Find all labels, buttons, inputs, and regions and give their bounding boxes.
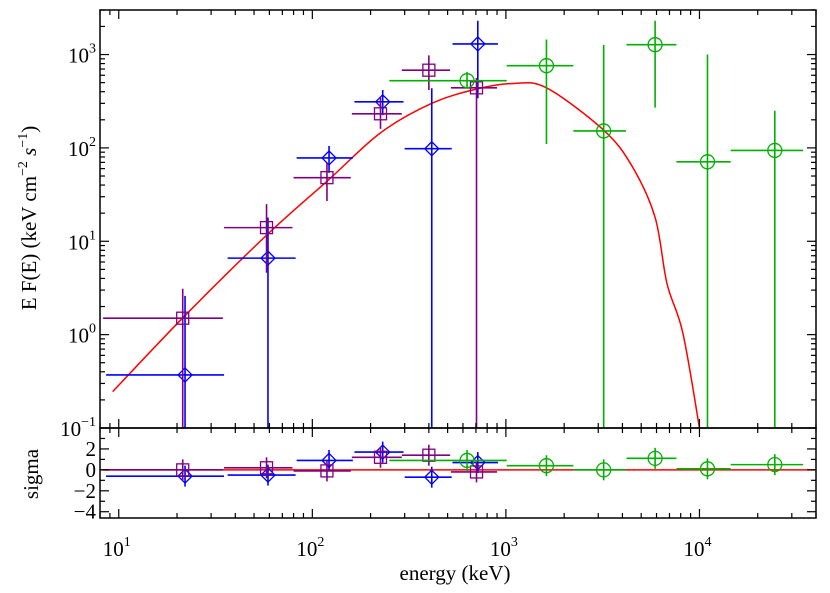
y-label-exp2: −1	[16, 133, 31, 148]
residual-tick-label: −4	[74, 500, 97, 524]
detector-2-point-3-residual-marker	[320, 464, 334, 478]
y-tick-label: 101	[68, 228, 96, 254]
detector-1-point-1-residual-marker	[177, 468, 193, 485]
detector-2-point-3-marker	[320, 171, 334, 185]
x-tick-label: 104	[683, 535, 711, 561]
x-axis-label: energy (keV)	[400, 561, 511, 585]
model-curve	[112, 81, 701, 428]
y-tick-label-exponent: 1	[89, 228, 96, 243]
x-tick-label-exponent: 2	[317, 535, 324, 550]
detector-1-point-3-marker	[321, 150, 337, 166]
detector-3-point-1-residual-marker	[459, 452, 475, 469]
y-label-pre: E F(E) (keV cm	[17, 176, 41, 310]
x-tick-label-base: 10	[683, 537, 704, 561]
x-tick-label-exponent: 1	[124, 535, 131, 550]
y-tick-label: 10−1	[60, 415, 96, 441]
y-tick-label-base: 10	[60, 417, 81, 441]
x-tick-label-base: 10	[296, 537, 317, 561]
detector-3-point-5-residual-marker	[699, 461, 716, 477]
detector-3-point-6-residual-marker	[767, 456, 783, 473]
y-tick-label: 100	[68, 322, 96, 348]
detector-2-point-1-residual-marker	[176, 463, 190, 477]
residual-y-axis-label: sigma	[19, 448, 43, 499]
x-tick-label: 101	[103, 535, 131, 561]
detector-1-point-5-residual-marker	[423, 469, 440, 486]
detector-2-point-4-residual-marker	[373, 450, 388, 464]
y-tick-label-base: 10	[68, 44, 89, 68]
y-tick-label-exponent: 0	[89, 322, 96, 337]
detector-3-point-4-marker	[647, 37, 663, 53]
x-tick-label: 102	[296, 535, 324, 561]
detector-3-point-3-residual-marker	[596, 462, 612, 478]
detector-3-point-2-marker	[538, 58, 555, 74]
y-tick-label: 102	[68, 135, 96, 161]
x-tick-label: 103	[490, 535, 518, 561]
main-panel	[103, 20, 804, 428]
residual-tick-label: 0	[86, 458, 97, 482]
axes	[99, 9, 817, 519]
residual-panel	[100, 441, 816, 488]
detector-2-point-6-residual-marker	[469, 465, 484, 479]
detector-1-point-1-marker	[177, 367, 193, 383]
y-tick-label-base: 10	[68, 230, 89, 254]
y-label-post: )	[17, 126, 41, 133]
detector-1-point-4-residual-marker	[374, 444, 391, 460]
detector-2-point-1-marker	[176, 311, 190, 325]
detector-1-point-3-residual-marker	[321, 452, 337, 469]
residual-frame	[99, 427, 817, 519]
y-axis-label: E F(E) (keV cm−2 s−1)	[16, 126, 41, 311]
detector-3-point-1-marker	[459, 73, 475, 89]
detector-3-point-5-marker	[699, 154, 716, 170]
detector-2-point-5-marker	[422, 63, 436, 77]
detector-3-point-6-marker	[767, 142, 783, 159]
y-tick-label-exponent: 2	[89, 135, 96, 150]
detector-1-point-6-marker	[469, 35, 486, 52]
x-tick-label-exponent: 4	[704, 535, 711, 550]
x-tick-label-exponent: 3	[511, 535, 518, 550]
y-tick-label-exponent: −1	[81, 415, 96, 430]
y-tick-label: 103	[68, 42, 96, 68]
detector-2-point-6-marker	[469, 81, 484, 95]
x-tick-label-base: 10	[103, 537, 124, 561]
y-tick-label-base: 10	[68, 137, 89, 161]
residual-tick-label: 2	[86, 437, 97, 461]
y-label-exp1: −2	[16, 161, 31, 176]
detector-1-point-4-marker	[374, 93, 391, 110]
detector-2-point-2-residual-marker	[259, 461, 274, 475]
y-label-s: s	[17, 148, 41, 156]
detector-1-point-5-marker	[423, 140, 440, 157]
main-frame	[99, 9, 817, 429]
detector-2-point-2-marker	[259, 220, 274, 235]
y-tick-label-exponent: 3	[89, 42, 96, 57]
detector-1-point-2-marker	[260, 250, 276, 267]
detector-3-point-4-residual-marker	[647, 450, 663, 466]
residual-tick-label: −2	[74, 479, 96, 503]
y-tick-label-base: 10	[68, 324, 89, 348]
detector-3-point-3-marker	[596, 123, 612, 139]
detector-3-point-2-residual-marker	[538, 458, 555, 474]
detector-2-point-4-marker	[373, 107, 388, 121]
x-tick-label-base: 10	[490, 537, 511, 561]
